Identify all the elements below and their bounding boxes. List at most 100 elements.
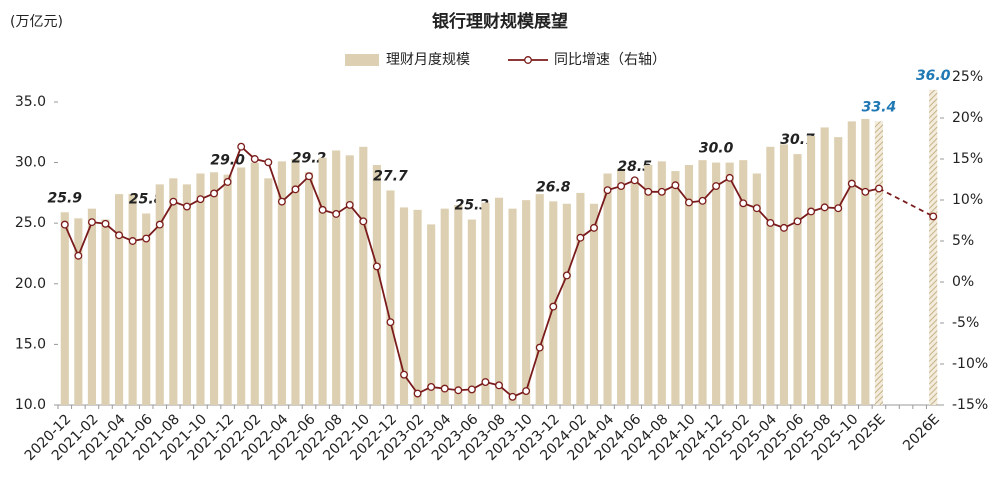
line-marker [725,173,734,182]
bar [318,157,327,405]
line-marker [522,387,531,396]
y2-tick-label: 10% [952,192,983,208]
line-marker [196,195,205,204]
bar [861,118,870,405]
line-marker [223,178,232,186]
bar [359,146,368,405]
bar [440,208,449,405]
line-marker [142,234,151,243]
bar [725,162,734,405]
legend-label: 同比增速（右轴） [554,52,666,68]
legend-swatch [524,56,532,64]
line-marker [671,181,680,190]
line-marker [454,386,463,395]
line-marker [305,172,313,181]
line-marker [264,158,273,167]
y2-tick-label: 20% [952,110,983,126]
line-marker [834,204,843,213]
line-marker [87,218,96,227]
value-label: 33.4 [862,99,897,115]
line-marker [793,217,802,226]
line-marker [617,182,626,191]
line-marker [101,219,110,228]
line-marker [752,204,761,213]
line-marker [400,370,408,379]
line-marker [250,155,259,163]
line-marker [427,383,436,391]
line-marker [590,223,598,232]
line-marker [603,186,612,195]
bar [87,208,96,405]
y-tick-label: 15.0 [15,336,46,352]
value-label: 25.8 [129,191,164,207]
y2-tick-label: 0% [952,274,974,290]
value-label: 25.3 [455,198,490,214]
bar [345,155,354,405]
line-marker [766,219,775,227]
bar [657,161,666,405]
x-tick-label: 2026E [900,411,943,454]
y-tick-label: 30.0 [15,155,46,171]
bar [494,197,504,405]
bar [291,158,300,405]
y-tick-label: 35.0 [15,94,46,110]
bar [332,150,341,405]
line-marker [847,179,856,188]
line-projection [878,187,934,218]
line-marker [630,176,639,185]
bar [196,173,205,405]
line-marker [861,187,870,196]
value-label: 36.0 [916,68,951,84]
bar [277,161,286,405]
line-marker [508,392,517,401]
bar [766,146,775,405]
bar [155,184,164,405]
bar [698,160,707,405]
bar [684,165,694,405]
legend-label: 理财月度规模 [386,52,470,68]
bar [114,194,124,405]
line-marker [495,381,503,390]
bar [386,190,395,405]
line-marker [74,251,83,260]
bar [522,200,531,405]
bar [142,213,151,405]
y2-tick-label: -5% [952,315,979,331]
line-marker [535,343,544,352]
line-marker [182,202,191,211]
chart-title: 银行理财规模展望 [432,11,568,32]
bar [250,162,259,405]
line-marker [820,203,829,212]
line-marker [291,185,300,194]
line-marker [780,223,788,232]
bar [820,127,829,405]
line-marker [562,271,571,280]
line-marker [929,212,938,221]
value-label: 26.8 [536,179,571,195]
bar [644,165,653,405]
line-marker [115,231,124,240]
bar [807,135,816,405]
bar [603,173,612,405]
bar [671,171,680,405]
line-marker [685,198,693,207]
bar [454,205,463,405]
bar [793,154,802,405]
y2-tick-label: 5% [952,233,974,249]
bar [874,121,884,405]
line-marker [481,378,490,386]
line-marker [698,196,707,205]
line-marker [277,197,286,206]
value-label: 27.7 [373,168,408,184]
bar [372,165,381,405]
bar [264,178,273,405]
y-tick-label: 20.0 [15,276,46,292]
bar [128,194,137,405]
line-marker [237,142,246,151]
bar [413,209,422,405]
line-marker [318,205,327,214]
y-tick-label: 10.0 [15,397,46,413]
bar [481,202,490,405]
bar [617,168,626,405]
bar [60,212,69,405]
